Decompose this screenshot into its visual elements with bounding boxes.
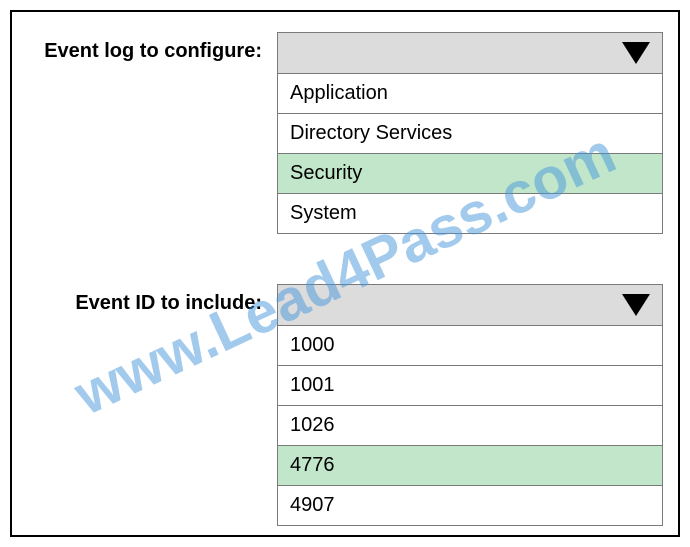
event-log-option-application[interactable]: Application — [278, 74, 662, 114]
event-id-label: Event ID to include: — [27, 284, 277, 315]
event-log-dropdown-group: Application Directory Services Security … — [277, 32, 663, 234]
event-id-field: Event ID to include: 1000 1001 1026 4776… — [27, 284, 663, 526]
event-id-dropdown-group: 1000 1001 1026 4776 4907 — [277, 284, 663, 526]
event-id-dropdown[interactable] — [277, 284, 663, 326]
event-id-option-1001[interactable]: 1001 — [278, 366, 662, 406]
event-log-option-directory-services[interactable]: Directory Services — [278, 114, 662, 154]
event-id-option-1000[interactable]: 1000 — [278, 326, 662, 366]
event-log-dropdown[interactable] — [277, 32, 663, 74]
event-id-options: 1000 1001 1026 4776 4907 — [277, 326, 663, 526]
event-log-option-system[interactable]: System — [278, 194, 662, 233]
chevron-down-icon — [622, 42, 650, 64]
event-id-option-4776[interactable]: 4776 — [278, 446, 662, 486]
chevron-down-icon — [622, 294, 650, 316]
event-log-field: Event log to configure: Application Dire… — [27, 32, 663, 234]
config-panel: Event log to configure: Application Dire… — [10, 10, 680, 537]
event-log-label: Event log to configure: — [27, 32, 277, 63]
event-id-option-1026[interactable]: 1026 — [278, 406, 662, 446]
event-id-option-4907[interactable]: 4907 — [278, 486, 662, 525]
event-log-option-security[interactable]: Security — [278, 154, 662, 194]
event-log-options: Application Directory Services Security … — [277, 74, 663, 234]
